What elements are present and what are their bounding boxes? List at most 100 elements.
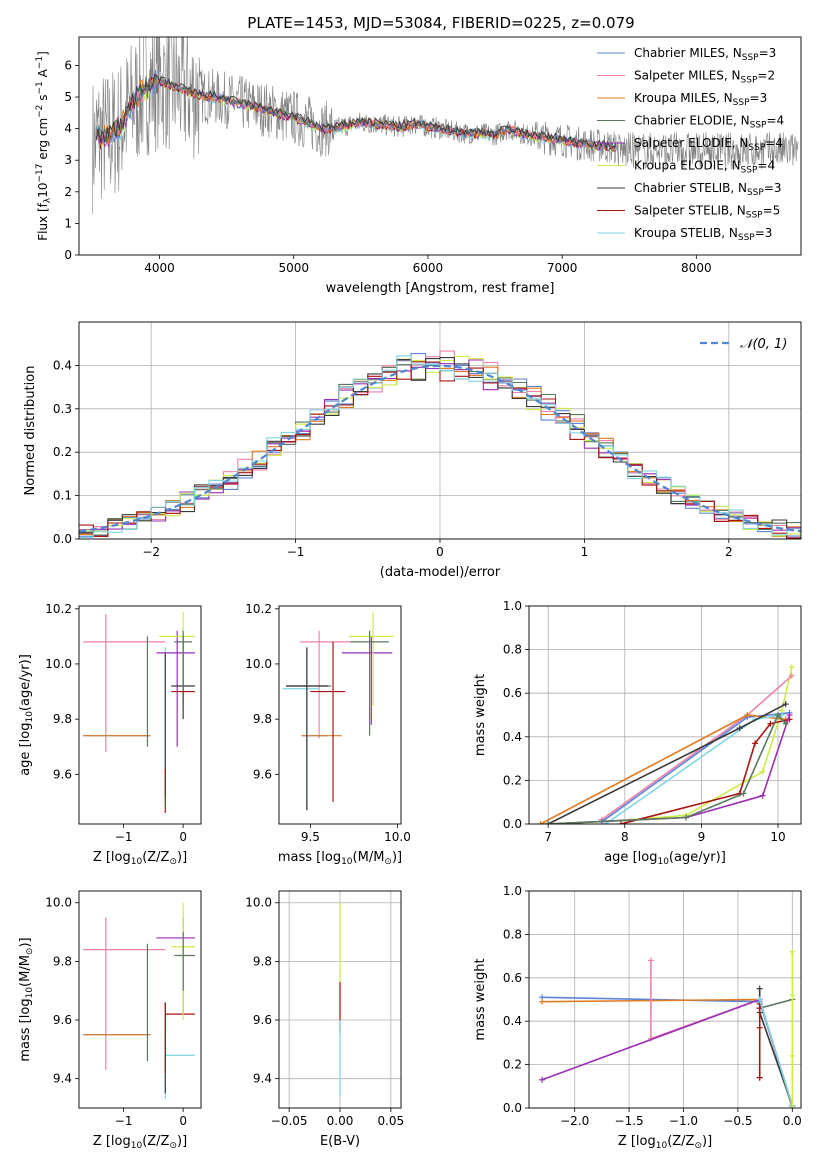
y-tick-label: 3 — [64, 153, 72, 167]
legend-label-part: SSP — [742, 53, 759, 63]
y-tick-label: 6 — [64, 58, 72, 72]
legend-label-part: =4 — [765, 136, 783, 150]
x-axis-label: mass [log10(M/M⊙)] — [278, 850, 402, 867]
x-tick-label: 8000 — [681, 261, 712, 275]
x-axis-label-part: Z [log — [93, 1134, 131, 1149]
y-axis-label-part: ⊙ — [25, 948, 35, 956]
y-axis-label-part: 10 — [36, 183, 50, 198]
legend-label-part: Kroupa ELODIE, N — [634, 159, 741, 173]
x-axis-label: Z [log10(Z/Z⊙)] — [618, 1134, 712, 1151]
x-tick-label: 0.00 — [327, 1114, 354, 1128]
axes-spectrum: 4000 5000 6000 7000 8000 0 1 2 3 4 5 6 Chabrier MILE… — [35, 36, 802, 296]
legend-label-part: Salpeter STELIB, N — [634, 204, 746, 218]
legend-label: Chabrier STELIB, NSSP=3 — [634, 181, 782, 198]
axes-frame — [78, 36, 802, 256]
y-axis-label-part: mass [log — [18, 998, 33, 1061]
y-tick-label: 9.4 — [253, 1072, 272, 1086]
x-tick-label: 7000 — [547, 261, 578, 275]
y-tick-label: 9.8 — [253, 954, 272, 968]
figure-title: PLATE=1453, MJD=53084, FIBERID=0225, z=0… — [247, 14, 634, 32]
y-tick-label: 9.6 — [253, 767, 272, 781]
plot-mass_weight_vs_age — [537, 664, 795, 824]
x-tick-label: −2 — [142, 545, 160, 559]
y-axis-label-part: −2 — [35, 105, 45, 118]
series-chabrier_miles — [542, 996, 794, 1107]
y-tick-label: 9.8 — [53, 712, 72, 726]
y-axis-label-part: λ — [43, 197, 53, 203]
y-axis-label-part: s — [36, 95, 50, 105]
y-axis-label: mass weight — [473, 958, 488, 1040]
x-tick-label: −2.0 — [560, 1114, 589, 1128]
legend-label-part: SSP — [741, 76, 758, 86]
x-tick-label: 0.05 — [377, 1114, 404, 1128]
y-axis-label-part: age [log — [18, 723, 33, 776]
y-axis-label-part: (M/M — [18, 955, 33, 987]
x-tick-label: 4000 — [144, 261, 175, 275]
legend-label: Kroupa ELODIE, NSSP=4 — [634, 159, 775, 176]
legend-label-part: Kroupa MILES, N — [634, 91, 733, 105]
x-axis-label-part: 10 — [131, 1141, 143, 1151]
x-tick-label: −1.0 — [669, 1114, 698, 1128]
legend-label-part: SSP — [741, 166, 758, 176]
y-tick-label: 10.2 — [245, 602, 272, 616]
axes-frame — [78, 890, 202, 1109]
axes-frame — [78, 605, 202, 825]
y-tick-label: 1.0 — [503, 884, 522, 898]
y-tick-label: 9.8 — [53, 954, 72, 968]
legend-label: Chabrier MILES, NSSP=3 — [634, 46, 776, 63]
axes-frame — [278, 890, 402, 1109]
y-tick-label: 0.1 — [53, 489, 72, 503]
axes-frame — [528, 605, 802, 825]
x-tick-label: 8 — [621, 830, 629, 844]
x-axis-label-part: Z [log — [93, 850, 131, 865]
x-axis-label-part: Z [log — [618, 1134, 656, 1149]
y-tick-label: 9.6 — [53, 767, 72, 781]
x-axis-label-part: 10 — [656, 1141, 668, 1151]
axes-mass_vs_EBV: −0.05 0.00 0.05 9.4 9.6 9.8 10.0 E(B-V) — [245, 890, 404, 1149]
y-axis-label: age [log10(age/yr)] — [18, 654, 35, 776]
x-tick-label: −1 — [115, 830, 133, 844]
x-tick-label: 0 — [179, 830, 187, 844]
y-tick-label: 0.0 — [53, 532, 72, 546]
x-tick-label: 6000 — [413, 261, 444, 275]
legend-label-part: Salpeter ELODIE, N — [634, 136, 748, 150]
legend-label-part: SSP — [746, 211, 763, 221]
x-tick-label: 0 — [179, 1114, 187, 1128]
y-tick-label: 9.8 — [253, 712, 272, 726]
y-tick-label: 9.6 — [253, 1013, 272, 1027]
axes-mass_weight_vs_Z: −2.0 −1.5 −1.0 −0.5 0.0 0.0 0.2 0.4 0.6 0.8 1.0 Z [… — [473, 884, 802, 1151]
legend-label: 𝒩(0, 1) — [740, 337, 787, 352]
axes-mass_vs_Z: −1 09.49.69.810.0Z [log10(Z/Z⊙)]mass [log… — [18, 890, 202, 1151]
y-axis-label-part: −17 — [35, 164, 45, 183]
series-kroupa_stelib — [758, 999, 794, 1107]
x-tick-label: −0.05 — [271, 1114, 308, 1128]
plot-age_vs_Z — [83, 611, 196, 813]
x-axis-label: (data-model)/error — [380, 565, 501, 580]
x-axis-label-part: ⊙ — [384, 857, 392, 867]
legend-label-part: =4 — [757, 159, 775, 173]
legend-label: Kroupa STELIB, NSSP=3 — [634, 226, 772, 243]
legend-label: Salpeter MILES, NSSP=2 — [634, 69, 775, 86]
x-axis-label-part: )] — [177, 1134, 187, 1149]
x-axis-label-part: ⊙ — [694, 1141, 702, 1151]
y-tick-label: 0.6 — [503, 971, 522, 985]
x-axis-label-part: 10 — [657, 857, 669, 867]
histogram-salpeter_stelib — [79, 361, 801, 539]
x-tick-label: −1 — [115, 1114, 133, 1128]
y-axis-label-part: 10 — [25, 987, 35, 999]
legend-label-part: =4 — [766, 114, 784, 128]
y-tick-label: 0.2 — [53, 445, 72, 459]
y-tick-label: 10.0 — [45, 657, 72, 671]
y-axis-label-part: 10 — [25, 711, 35, 723]
legend-label-part: Chabrier STELIB, N — [634, 181, 747, 195]
x-axis-label-part: (Z/Z — [667, 1134, 694, 1149]
legend-label-part: Chabrier MILES, N — [634, 46, 742, 60]
axes-age_vs_mass: 9.5 10.0 9.6 9.8 10.0 10.2 mass [log10(M/M⊙)] — [245, 602, 411, 867]
legend-label-part: Salpeter MILES, N — [634, 69, 741, 83]
y-axis-label: Normed distribution — [23, 366, 38, 496]
plot-mass_weight_vs_Z — [539, 948, 796, 1108]
y-axis-label: mass weight — [473, 674, 488, 756]
x-tick-label: 0.0 — [783, 1114, 802, 1128]
y-tick-label: 0.3 — [53, 402, 72, 416]
x-axis-label: Z [log10(Z/Z⊙)] — [93, 1134, 187, 1151]
